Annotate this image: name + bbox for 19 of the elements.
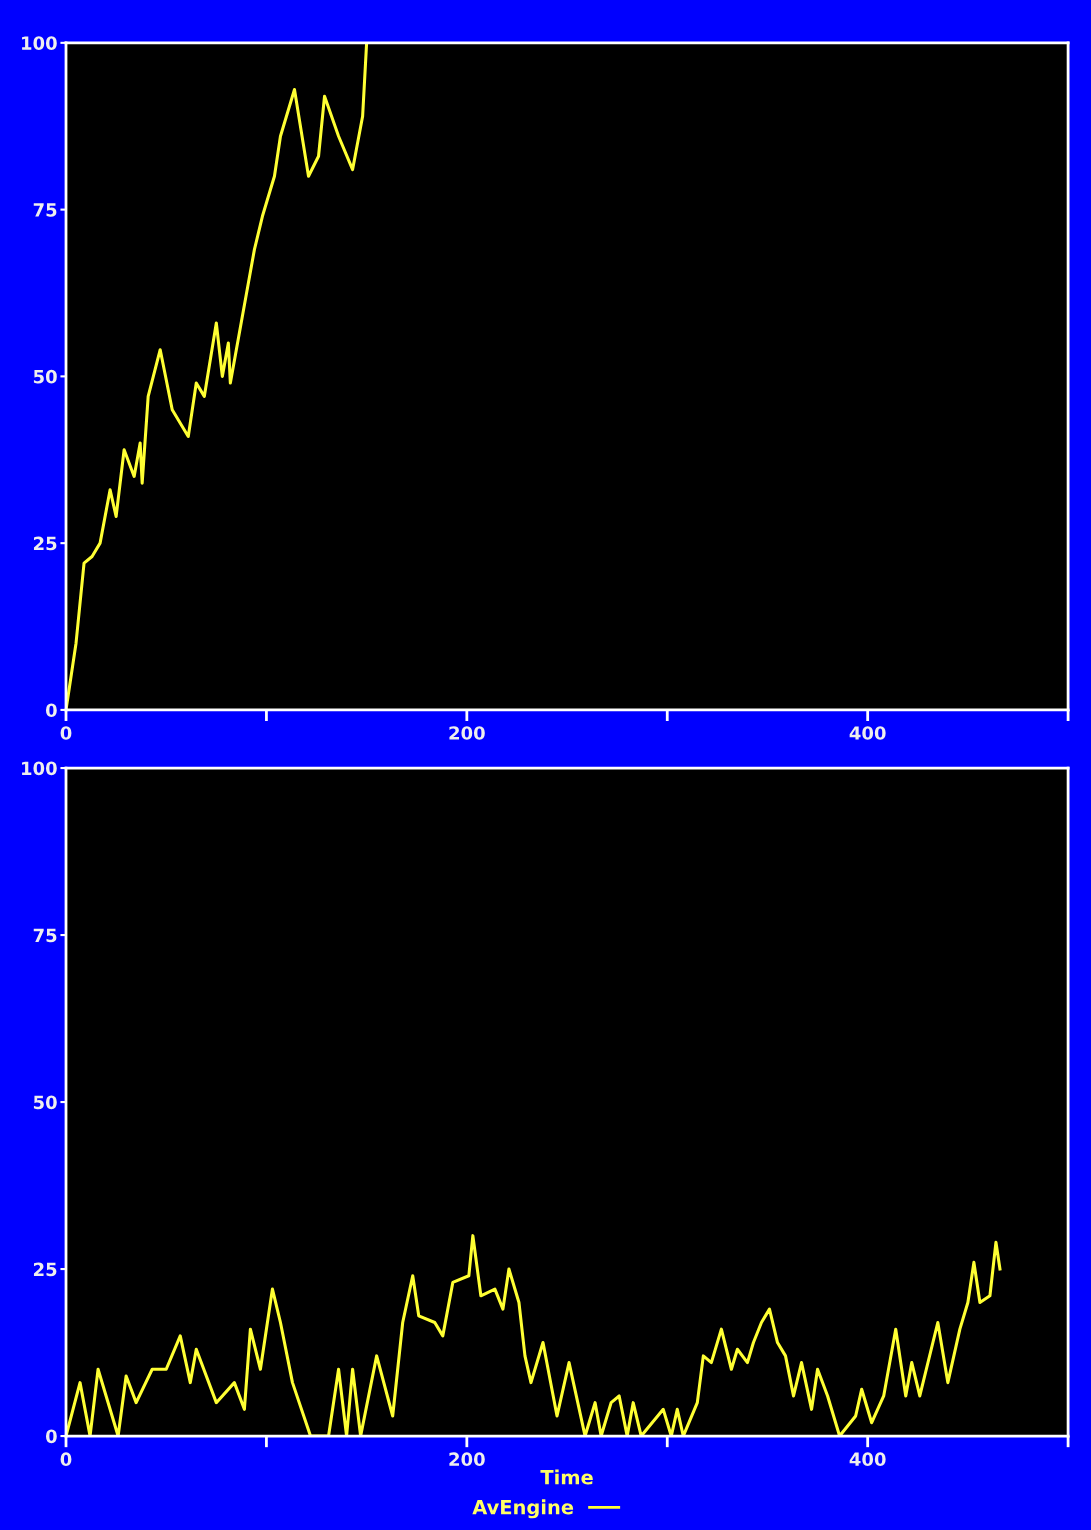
- y-tick-label: 25: [33, 1262, 57, 1277]
- x-tick-label: 200: [449, 726, 485, 740]
- y-tick-label: 50: [33, 1095, 57, 1110]
- y-tick-label: 75: [33, 203, 57, 217]
- x-tick-label: 400: [849, 726, 886, 740]
- legend-label: AvEngine: [472, 1499, 574, 1519]
- x-tick-label: 200: [449, 1452, 485, 1467]
- x-tick-label: 0: [60, 1452, 72, 1467]
- y-tick-label: 50: [33, 369, 57, 384]
- y-tick-label: 100: [22, 36, 57, 50]
- x-axis-title: Time: [540, 1469, 593, 1485]
- y-tick-label: 25: [33, 536, 57, 551]
- y-tick-label: 0: [45, 703, 57, 718]
- x-tick-label: 400: [849, 1452, 886, 1467]
- y-tick-label: 100: [22, 761, 57, 776]
- x-tick-label: 0: [60, 726, 72, 740]
- y-tick-label: 75: [33, 928, 57, 943]
- y-tick-label: 0: [45, 1429, 57, 1444]
- line-series: [66, 1234, 1002, 1437]
